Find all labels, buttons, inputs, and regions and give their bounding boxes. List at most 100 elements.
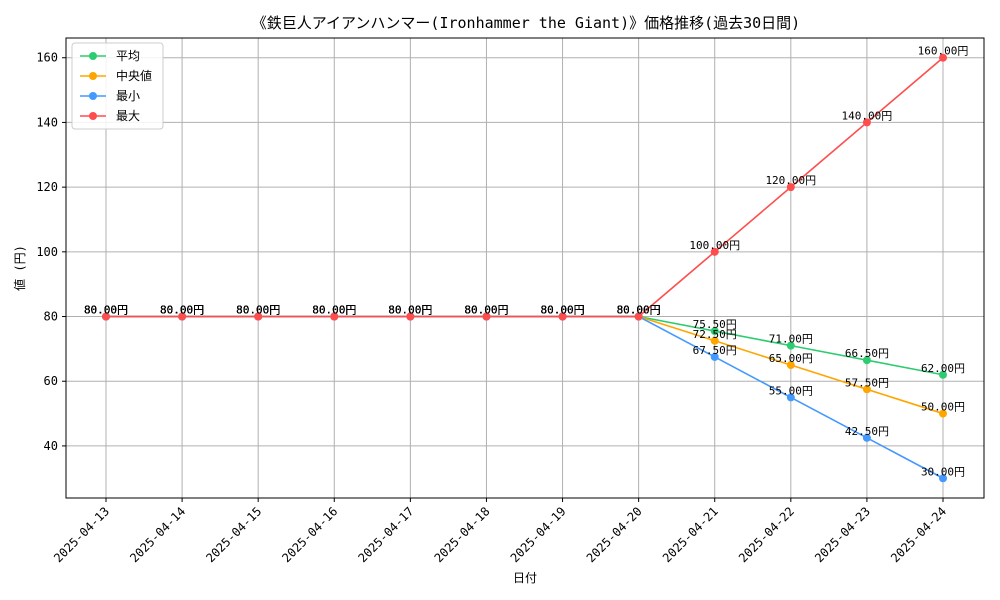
x-axis-label: 日付: [513, 571, 537, 585]
data-label: 80.00円: [464, 304, 508, 317]
data-point: [862, 118, 871, 127]
data-label: 100.00円: [689, 239, 740, 252]
x-tick-label: 2025-04-18: [432, 504, 493, 565]
series-line-0: [106, 315, 944, 376]
data-label: 62.00円: [921, 362, 965, 375]
data-label: 80.00円: [84, 304, 128, 317]
data-point: [786, 341, 795, 350]
data-point: [330, 312, 339, 321]
data-label: 80.00円: [540, 304, 584, 317]
data-label: 65.00円: [769, 352, 813, 365]
data-point: [939, 53, 947, 62]
data-label: 80.00円: [388, 304, 432, 317]
data-label: 80.00円: [236, 304, 280, 317]
data-label: 57.50円: [845, 376, 889, 389]
data-point: [406, 312, 415, 321]
data-label: 80.00円: [160, 304, 204, 317]
y-tick-label: 160: [36, 51, 58, 65]
x-tick-label: 2025-04-21: [660, 504, 721, 565]
data-label: 80.00円: [464, 304, 508, 317]
data-label: 80.00円: [84, 304, 128, 317]
legend-label: 最小: [116, 89, 140, 103]
y-tick-label: 120: [36, 180, 58, 194]
data-label: 80.00円: [312, 304, 356, 317]
legend-label: 最大: [116, 109, 140, 123]
x-tick-label: 2025-04-23: [812, 504, 873, 565]
data-label: 80.00円: [84, 304, 128, 317]
data-label: 80.00円: [236, 304, 280, 317]
data-point: [710, 327, 719, 336]
data-label: 55.00円: [769, 384, 813, 397]
data-label: 120.00円: [765, 174, 816, 187]
legend-marker: [89, 72, 97, 80]
data-label: 80.00円: [236, 304, 280, 317]
y-axis: 40 60 80 100 120 140 160: [36, 51, 66, 453]
legend-marker: [89, 52, 97, 60]
x-tick-label: 2025-04-14: [127, 504, 188, 565]
x-tick-label: 2025-04-17: [355, 504, 416, 565]
x-tick-label: 2025-04-24: [888, 504, 949, 565]
series-line-2: [106, 315, 944, 479]
data-point: [939, 409, 947, 418]
data-label: 80.00円: [464, 304, 508, 317]
data-point: [178, 312, 187, 321]
data-point: [710, 336, 719, 345]
grid: [66, 38, 984, 498]
x-tick-label: 2025-04-15: [203, 504, 264, 565]
y-axis-label: 値 (円): [12, 245, 27, 291]
data-label: 75.50円: [693, 318, 737, 331]
data-label: 80.00円: [617, 304, 661, 317]
legend-marker: [89, 112, 97, 120]
data-point: [862, 433, 871, 442]
series-line-1: [106, 315, 944, 415]
data-label: 72.50円: [693, 328, 737, 341]
data-point: [862, 385, 871, 394]
data-label: 80.00円: [388, 304, 432, 317]
x-tick-label: 2025-04-19: [508, 504, 569, 565]
y-tick-label: 40: [44, 439, 58, 453]
data-label: 80.00円: [312, 304, 356, 317]
data-label: 80.00円: [540, 304, 584, 317]
plot-area: [65, 37, 985, 499]
data-label: 80.00円: [617, 304, 661, 317]
data-label: 30.00円: [921, 465, 965, 478]
data-label: 80.00円: [540, 304, 584, 317]
series-line-3: [106, 57, 944, 318]
data-label: 80.00円: [160, 304, 204, 317]
x-tick-label: 2025-04-13: [51, 504, 112, 565]
data-label: 80.00円: [617, 304, 661, 317]
data-label: 80.00円: [312, 304, 356, 317]
data-point: [786, 393, 795, 402]
y-tick-label: 100: [36, 245, 58, 259]
data-point: [710, 352, 719, 361]
x-tick-label: 2025-04-16: [279, 504, 340, 565]
x-axis: 2025-04-13 2025-04-14 2025-04-15 2025-04-16…: [51, 498, 949, 565]
data-point: [939, 370, 947, 379]
data-label: 160.00円: [918, 45, 969, 58]
data-point: [482, 312, 491, 321]
data-point: [254, 312, 263, 321]
data-point: [102, 312, 110, 321]
data-label: 80.00円: [160, 304, 204, 317]
data-label: 80.00円: [84, 304, 128, 317]
data-point: [786, 183, 795, 192]
legend-box: [71, 42, 164, 130]
series-lines: [106, 57, 944, 479]
y-tick-label: 80: [44, 310, 58, 324]
data-labels: 80.00円 80.00円 80.00円 80.00円 80.00円 80.00円 80.0…: [84, 45, 968, 479]
data-label: 80.00円: [540, 304, 584, 317]
data-label: 80.00円: [617, 304, 661, 317]
chart-title: 《鉄巨人アイアンハンマー(Ironhammer the Giant)》価格推移(…: [252, 14, 800, 32]
legend-label: 平均: [116, 49, 140, 63]
data-label: 71.00円: [769, 333, 813, 346]
data-label: 80.00円: [388, 304, 432, 317]
data-label: 80.00円: [312, 304, 356, 317]
data-point: [786, 361, 795, 370]
data-label: 66.50円: [845, 347, 889, 360]
y-tick-label: 140: [36, 115, 58, 129]
data-label: 140.00円: [842, 109, 893, 122]
data-point: [939, 474, 947, 483]
data-label: 42.50円: [845, 425, 889, 438]
data-point: [634, 312, 643, 321]
